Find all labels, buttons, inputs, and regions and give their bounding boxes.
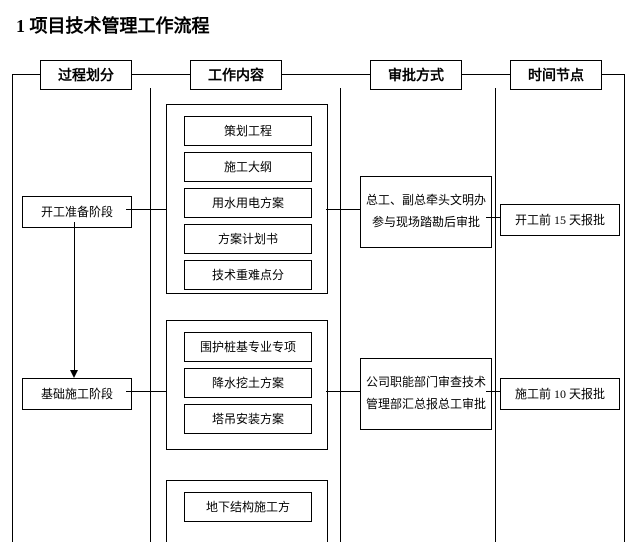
c-stage2-grp2 bbox=[126, 391, 166, 392]
approval-2: 公司职能部门审查技术管理部汇总报总工审批 bbox=[360, 358, 492, 430]
group-2-item-0: 围护桩基专业专项 bbox=[184, 332, 312, 362]
group-1-item-4: 技术重难点分 bbox=[184, 260, 312, 290]
group-1-item-3: 方案计划书 bbox=[184, 224, 312, 254]
stage-preparation: 开工准备阶段 bbox=[22, 196, 132, 228]
page-title: 1 项目技术管理工作流程 bbox=[16, 12, 210, 38]
column-divider bbox=[340, 88, 341, 542]
c-grp1-appr1 bbox=[326, 209, 360, 210]
time-2: 施工前 10 天报批 bbox=[500, 378, 620, 410]
stage-arrow-line bbox=[74, 222, 75, 370]
group-1-item-0: 策划工程 bbox=[184, 116, 312, 146]
c-stage1-grp1 bbox=[126, 209, 166, 210]
col-approval-header: 审批方式 bbox=[370, 60, 462, 90]
group-1-item-1: 施工大纲 bbox=[184, 152, 312, 182]
col-process-header: 过程划分 bbox=[40, 60, 132, 90]
group-1-item-2: 用水用电方案 bbox=[184, 188, 312, 218]
col-time-header: 时间节点 bbox=[510, 60, 602, 90]
col-content-header: 工作内容 bbox=[190, 60, 282, 90]
stage-arrow-head bbox=[70, 370, 78, 378]
time-1: 开工前 15 天报批 bbox=[500, 204, 620, 236]
c-appr1-time1 bbox=[486, 217, 500, 218]
group-2-item-2: 塔吊安装方案 bbox=[184, 404, 312, 434]
c-appr2-time2 bbox=[486, 391, 500, 392]
column-divider bbox=[495, 88, 496, 542]
stage-foundation: 基础施工阶段 bbox=[22, 378, 132, 410]
flowchart-canvas: { "title": {"text":"1 项目技术管理工作流程","fonts… bbox=[0, 0, 635, 542]
group-3-item-0: 地下结构施工方 bbox=[184, 492, 312, 522]
approval-1: 总工、副总牵头文明办参与现场踏勘后审批 bbox=[360, 176, 492, 248]
column-divider bbox=[150, 88, 151, 542]
c-grp2-appr2 bbox=[326, 391, 360, 392]
group-2-item-1: 降水挖土方案 bbox=[184, 368, 312, 398]
